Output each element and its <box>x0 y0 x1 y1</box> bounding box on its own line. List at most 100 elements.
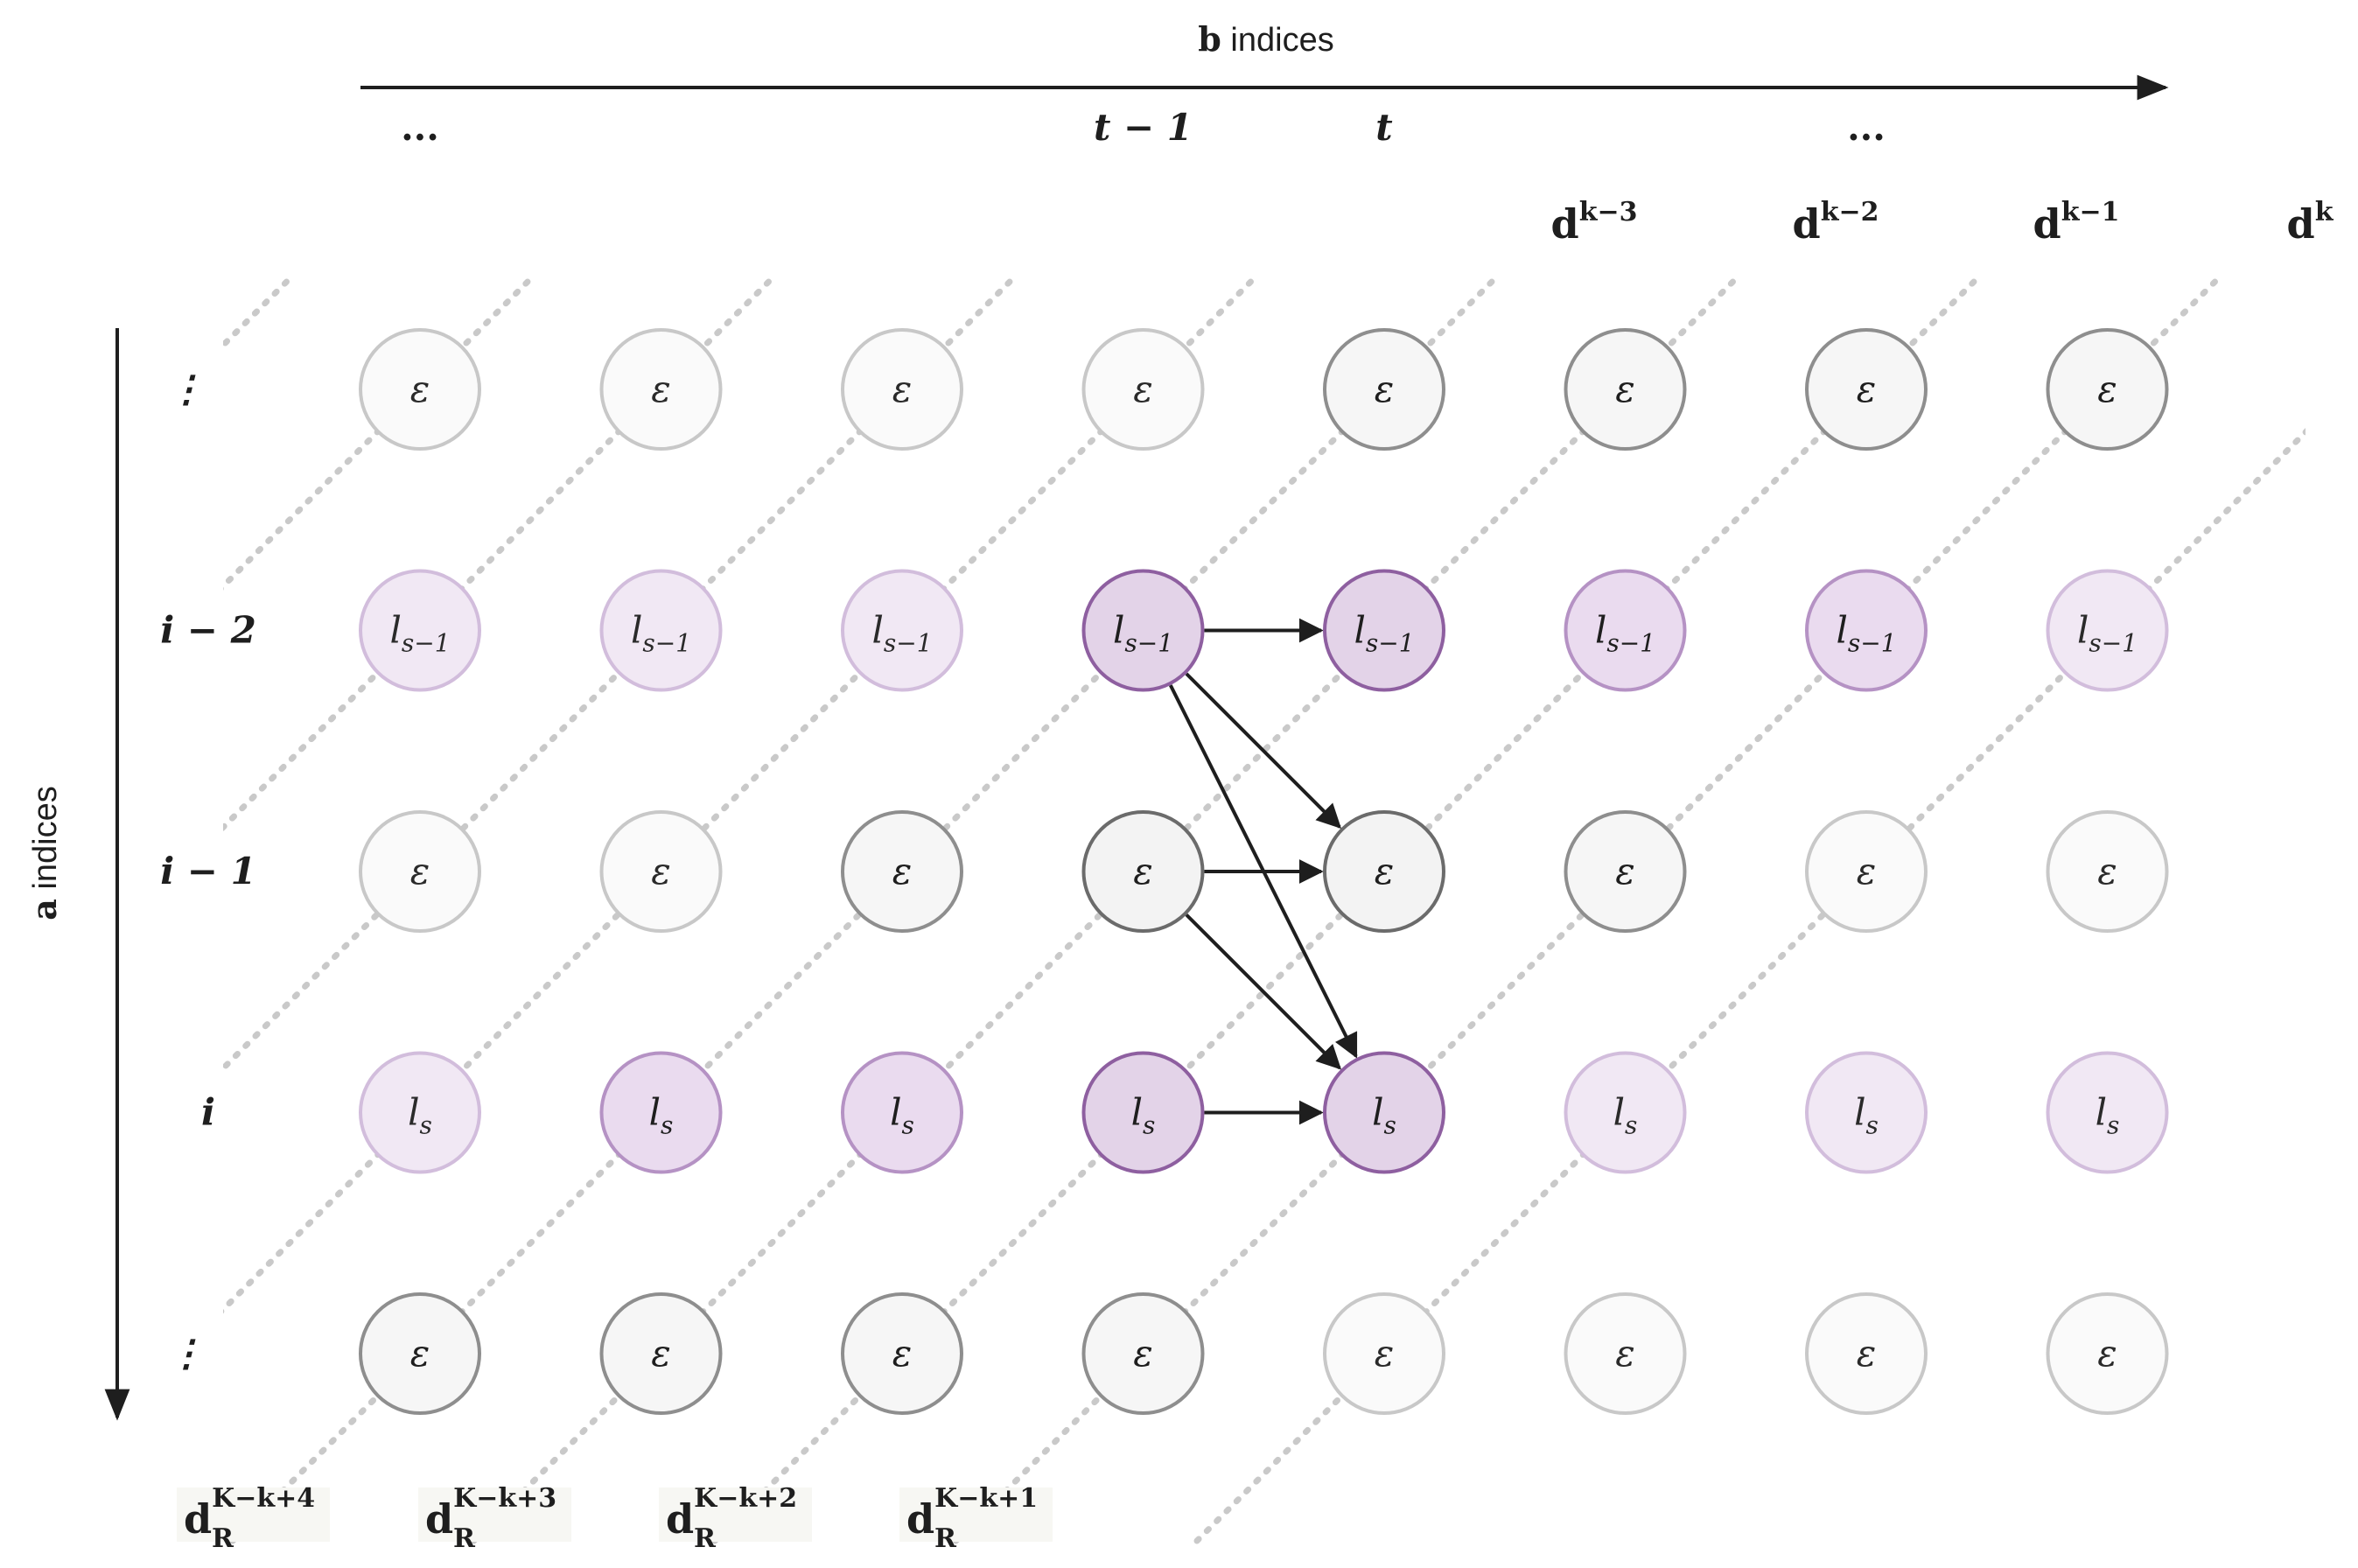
lattice-node: ε <box>1564 1292 1687 1415</box>
epsilon-node-circle <box>599 1292 723 1415</box>
lattice-node: ε <box>359 328 481 451</box>
transition-arrows <box>1169 618 1358 1125</box>
bottom-diagonal-label: dK−k+1 R <box>906 1483 1038 1554</box>
lattice-node: ls−1 <box>1323 569 1445 692</box>
diagonal-sup: k−3 <box>1579 197 1638 228</box>
node-subscript: s−1 <box>2089 629 2138 658</box>
diagonal-sup: K−k+2 <box>694 1483 797 1514</box>
diagonal-label-bg <box>899 1488 1053 1542</box>
label-node-circle <box>1805 1051 1928 1174</box>
label-node-circle <box>1323 1051 1445 1174</box>
node-symbol: ε <box>1615 850 1635 892</box>
epsilon-node-circle <box>359 1292 481 1415</box>
row-label: i <box>201 1091 215 1134</box>
node-symbol: ε <box>1133 850 1153 892</box>
node-symbol: ε <box>651 1332 671 1375</box>
epsilon-node-circle <box>2046 1292 2169 1415</box>
node-symbol: ε <box>1857 368 1877 410</box>
diagonal-base: d <box>425 1495 453 1543</box>
node-label: ls−1 <box>1836 609 1896 658</box>
b-axis-bold: b <box>1198 19 1221 59</box>
b-axis-text: indices <box>1221 22 1334 59</box>
node-symbol: ε <box>410 1332 430 1375</box>
lattice-node: ε <box>1081 810 1205 933</box>
label-node-circle <box>359 569 481 692</box>
transition-arrow <box>1185 914 1342 1070</box>
diagonal-base: d <box>184 1495 212 1543</box>
lattice-node: ls−1 <box>1564 569 1687 692</box>
epsilon-node-circle <box>1564 810 1687 933</box>
node-label: ls <box>890 1091 914 1140</box>
diagonal-base: d <box>1551 200 1579 248</box>
diagonal-base: d <box>2287 200 2315 248</box>
node-subscript: s−1 <box>1124 629 1173 658</box>
node-label: ε <box>892 368 913 410</box>
label-node-circle <box>1564 569 1687 692</box>
node-label: ε <box>651 1332 671 1375</box>
node-label: ls <box>649 1091 674 1140</box>
bottom-diagonal-label: dK−k+3 R <box>425 1483 556 1554</box>
diagonal-sub: R <box>694 1523 717 1554</box>
lattice-node: ls <box>1805 1051 1928 1174</box>
node-symbol: l <box>389 609 401 652</box>
label-node-circle <box>1323 569 1445 692</box>
row-labels: ⋮ i − 2 i − 1 i ⋮ <box>160 368 256 1375</box>
diagonal-sup: K−k+3 <box>453 1483 556 1514</box>
diagonal-dotted-line <box>223 277 1014 1073</box>
lattice-node: ls <box>2046 1051 2169 1174</box>
node-symbol: ε <box>2097 1332 2117 1375</box>
label-node-circle <box>841 569 963 692</box>
node-symbol: l <box>1113 609 1124 652</box>
node-label: ls <box>1613 1091 1638 1140</box>
node-symbol: l <box>408 1091 419 1134</box>
top-diagonal-label: dk−3 <box>1551 197 1638 248</box>
epsilon-node-circle <box>841 328 963 451</box>
lattice-node: ε <box>2046 1292 2169 1415</box>
node-label: ε <box>1375 1332 1395 1375</box>
epsilon-node-circle <box>359 328 481 451</box>
top-diagonal-label: dk−1 <box>2033 197 2120 248</box>
lattice-node: ε <box>359 810 481 933</box>
node-label: ls <box>1131 1091 1156 1140</box>
node-label: ls <box>2096 1091 2120 1140</box>
epsilon-node-circle <box>841 810 963 933</box>
node-symbol: ε <box>410 368 430 410</box>
lattice-node: ε <box>1564 810 1687 933</box>
lattice-nodes: ε ε ε ε ε ε ε εls−1 ls−1 ls−1 ls−1 ls−1 ls−1 ls−1 ls−1… <box>359 328 2169 1415</box>
diagonal-dotted-line <box>0 281 46 1568</box>
node-symbol: ε <box>651 368 671 410</box>
node-label: ε <box>2097 1332 2117 1375</box>
node-symbol: ε <box>892 368 913 410</box>
node-label: ε <box>1375 368 1395 410</box>
lattice-node: ε <box>1323 328 1445 451</box>
epsilon-node-circle <box>1564 328 1687 451</box>
node-label: ε <box>892 1332 913 1375</box>
lattice-node: ε <box>1805 328 1928 451</box>
lattice-node: ε <box>599 1292 723 1415</box>
node-label: ε <box>651 368 671 410</box>
node-symbol: ε <box>892 850 913 892</box>
node-label: ε <box>892 850 913 892</box>
node-label: ls <box>1854 1091 1879 1140</box>
label-node-circle <box>1805 569 1928 692</box>
diagonal-sub: R <box>934 1523 957 1554</box>
node-subscript: s <box>1384 1111 1396 1140</box>
node-subscript: s−1 <box>1848 629 1897 658</box>
epsilon-node-circle <box>1323 810 1445 933</box>
diagonal-base: d <box>666 1495 694 1543</box>
epsilon-node-circle <box>1081 1292 1205 1415</box>
lattice-node: ls−1 <box>599 569 723 692</box>
a-axis-label: a indices <box>24 786 64 920</box>
diagonal-dotted-line <box>223 277 1255 1314</box>
diagonal-sub: R <box>453 1523 476 1554</box>
lattice-node: ls−1 <box>1081 569 1205 692</box>
node-label: ε <box>410 368 430 410</box>
lattice-node: ls−1 <box>359 569 481 692</box>
node-symbol: l <box>1613 1091 1625 1134</box>
node-subscript: s−1 <box>642 629 691 658</box>
node-label: ε <box>651 850 671 892</box>
node-symbol: ε <box>892 1332 913 1375</box>
diagonal-dotted-line <box>223 277 290 350</box>
lattice-node: ε <box>1081 1292 1205 1415</box>
